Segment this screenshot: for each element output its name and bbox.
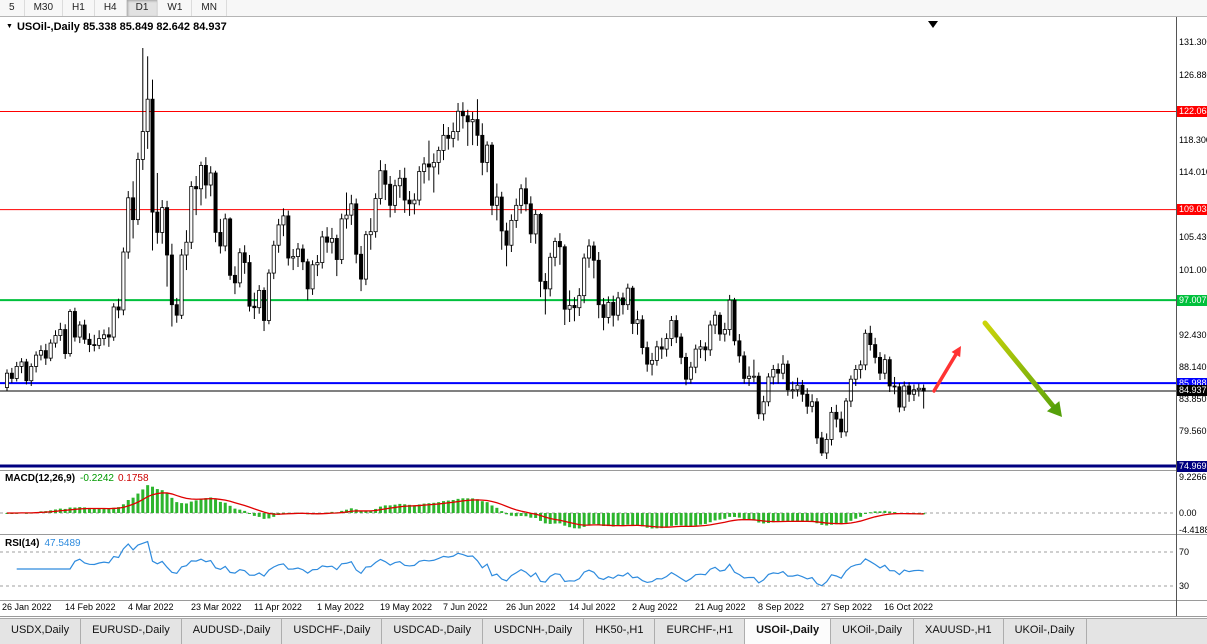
tab-ukoil-daily[interactable]: UKOil-,Daily bbox=[831, 619, 914, 644]
horizontal-lines-layer bbox=[0, 111, 1176, 468]
macd-signal-value: 0.1758 bbox=[117, 473, 149, 484]
macd-indicator-label: MACD(12,26,9) -0.2242 0.1758 bbox=[5, 473, 149, 484]
timeframe-toolbar: 5 M30 H1 H4 D1 W1 MN bbox=[0, 0, 1207, 17]
date-label: 7 Jun 2022 bbox=[443, 602, 488, 612]
date-label: 26 Jun 2022 bbox=[506, 602, 556, 612]
tab-usdcad-daily[interactable]: USDCAD-,Daily bbox=[382, 619, 483, 644]
price-badge: 84.937 bbox=[1177, 385, 1207, 397]
candles-layer bbox=[5, 48, 926, 459]
tab-usoil-daily[interactable]: USOil-,Daily bbox=[745, 619, 832, 644]
price-tick: 88.140 bbox=[1179, 361, 1207, 372]
timeframe-button-m30[interactable]: M30 bbox=[25, 0, 64, 16]
tab-xauusd-h1[interactable]: XAUUSD-,H1 bbox=[914, 619, 1004, 644]
rsi-name: RSI(14) bbox=[5, 538, 40, 549]
price-tick: 105.430 bbox=[1179, 231, 1207, 242]
macd-axis-tick: 0.00 bbox=[1179, 508, 1197, 518]
macd-layer bbox=[0, 485, 1176, 529]
macd-axis-tick: -4.4188 bbox=[1179, 525, 1207, 535]
tab-audusd-daily[interactable]: AUDUSD-,Daily bbox=[182, 619, 283, 644]
price-badge: 85.988 bbox=[1177, 377, 1207, 389]
date-label: 27 Sep 2022 bbox=[821, 602, 873, 612]
chart-symbol-label: USOil-,Daily bbox=[16, 21, 80, 33]
date-label: 11 Apr 2022 bbox=[254, 602, 302, 612]
tab-eurusd-daily[interactable]: EURUSD-,Daily bbox=[81, 619, 182, 644]
rsi-value: 47.5489 bbox=[44, 538, 81, 549]
macd-main-value: -0.2242 bbox=[80, 473, 114, 484]
date-label: 4 Mar 2022 bbox=[128, 602, 174, 612]
rsi-indicator-label: RSI(14) 47.5489 bbox=[5, 538, 81, 549]
timeframe-button-d1[interactable]: D1 bbox=[126, 0, 159, 16]
price-tick: 126.880 bbox=[1179, 70, 1207, 81]
date-label: 1 May 2022 bbox=[317, 602, 365, 612]
date-axis: 26 Jan 2022 14 Feb 2022 4 Mar 2022 23 Mar 2… bbox=[0, 602, 1176, 616]
price-tick: 79.560 bbox=[1179, 426, 1207, 437]
date-label: 8 Sep 2022 bbox=[758, 602, 805, 612]
price-tick: 131.300 bbox=[1179, 37, 1207, 47]
tab-ukoil-daily[interactable]: UKOil-,Daily bbox=[1004, 619, 1087, 644]
date-label: 23 Mar 2022 bbox=[191, 602, 242, 612]
chart-marker-icon: ▼ bbox=[6, 23, 13, 30]
chart-shift-marker-icon bbox=[928, 21, 938, 28]
price-tick: 92.430 bbox=[1179, 329, 1207, 340]
date-label: 14 Jul 2022 bbox=[569, 602, 616, 612]
price-tick: 118.300 bbox=[1179, 134, 1207, 145]
chart-symbol-header: ▼ USOil-,Daily 85.338 85.849 82.642 84.93… bbox=[6, 21, 227, 33]
green-down-arrow[interactable] bbox=[982, 320, 1062, 417]
date-label: 14 Feb 2022 bbox=[65, 602, 116, 612]
red-up-arrow[interactable] bbox=[932, 346, 961, 393]
tab-usdx-daily[interactable]: USDX,Daily bbox=[0, 619, 82, 644]
timeframe-button-mn[interactable]: MN bbox=[192, 0, 227, 16]
tab-hk50-h1[interactable]: HK50-,H1 bbox=[584, 619, 656, 644]
price-axis: 131.300 126.880 118.300 114.010 105.430 101.0… bbox=[1177, 17, 1207, 617]
price-badge: 122.064 bbox=[1177, 106, 1207, 118]
date-label: 26 Jan 2022 bbox=[2, 602, 52, 612]
rsi-axis-tick: 30 bbox=[1179, 581, 1190, 591]
price-tick: 101.000 bbox=[1179, 265, 1207, 276]
price-badge: 109.034 bbox=[1177, 204, 1207, 216]
pane-frame-layer bbox=[0, 17, 1207, 617]
price-badge: 74.969 bbox=[1177, 460, 1207, 472]
tab-eurchf-h1[interactable]: EURCHF-,H1 bbox=[655, 619, 746, 644]
timeframe-button-h4[interactable]: H4 bbox=[95, 0, 127, 16]
rsi-axis-tick: 70 bbox=[1179, 547, 1190, 557]
price-tick: 114.010 bbox=[1179, 167, 1207, 178]
date-label: 2 Aug 2022 bbox=[632, 602, 678, 612]
chart-ohlc-values: 85.338 85.849 82.642 84.937 bbox=[82, 21, 227, 33]
macd-axis-tick: 9.2266 bbox=[1179, 472, 1207, 483]
annotations-layer bbox=[0, 320, 1176, 417]
symbol-tab-bar: USDX,Daily EURUSD-,Daily AUDUSD-,Daily USDC… bbox=[0, 618, 1207, 644]
timeframe-button-w1[interactable]: W1 bbox=[158, 0, 193, 16]
tab-usdcnh-daily[interactable]: USDCNH-,Daily bbox=[483, 619, 585, 644]
date-label: 21 Aug 2022 bbox=[695, 602, 746, 612]
macd-name: MACD(12,26,9) bbox=[5, 473, 76, 484]
date-label: 16 Oct 2022 bbox=[884, 602, 934, 612]
timeframe-button-5[interactable]: 5 bbox=[0, 0, 25, 16]
price-tick: 83.850 bbox=[1179, 394, 1207, 405]
rsi-layer bbox=[0, 540, 1176, 587]
price-badge: 97.007 bbox=[1177, 294, 1207, 306]
timeframe-button-h1[interactable]: H1 bbox=[63, 0, 95, 16]
tab-usdchf-daily[interactable]: USDCHF-,Daily bbox=[282, 619, 383, 644]
date-label: 19 May 2022 bbox=[380, 602, 433, 612]
